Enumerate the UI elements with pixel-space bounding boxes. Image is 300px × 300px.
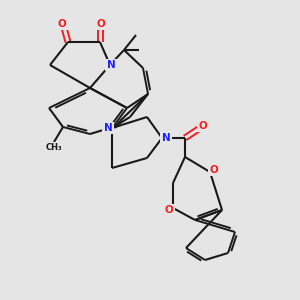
Text: N: N <box>106 60 116 70</box>
Text: O: O <box>97 19 105 29</box>
Text: O: O <box>58 19 66 29</box>
Text: N: N <box>103 123 112 133</box>
Text: O: O <box>210 165 218 175</box>
Text: N: N <box>162 133 170 143</box>
Text: CH₃: CH₃ <box>46 142 62 152</box>
Text: O: O <box>165 205 173 215</box>
Text: O: O <box>199 121 207 131</box>
